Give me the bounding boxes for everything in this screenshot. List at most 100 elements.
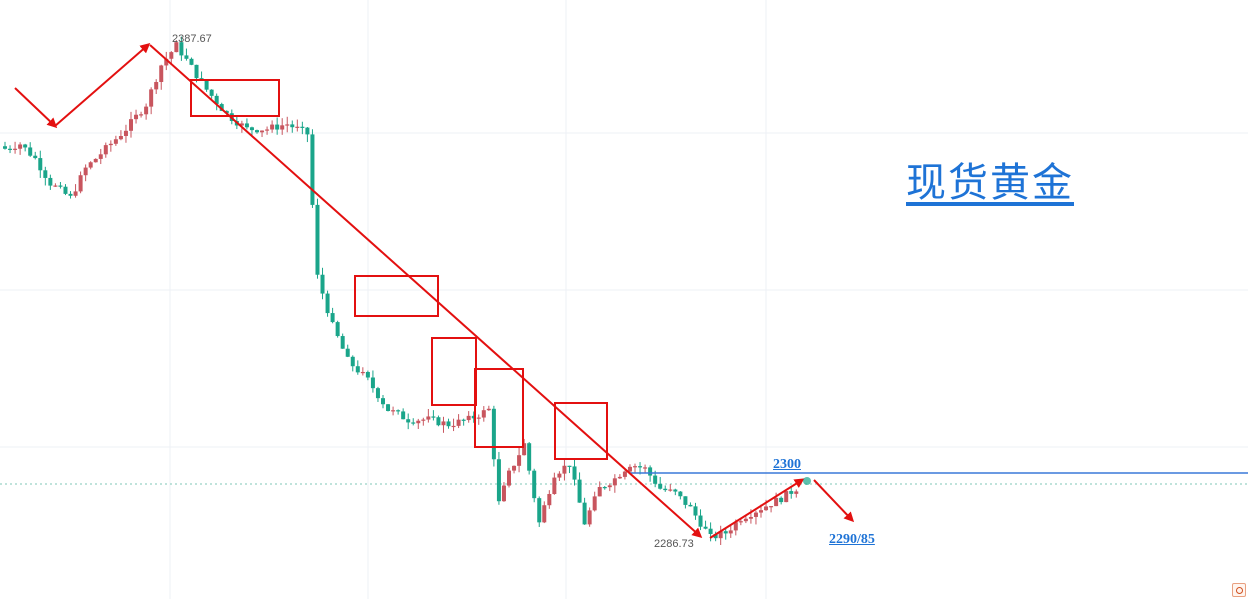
resistance-level-label[interactable]: 2300 bbox=[773, 457, 801, 472]
candle-body bbox=[733, 522, 738, 531]
candle-body bbox=[582, 502, 587, 525]
candle-body bbox=[53, 185, 58, 187]
candle-body bbox=[507, 470, 511, 486]
candle-body bbox=[280, 125, 285, 130]
candle-body bbox=[340, 336, 345, 349]
candle-body bbox=[476, 417, 481, 419]
candle-body bbox=[668, 489, 673, 491]
candle-body bbox=[723, 531, 728, 534]
candle-body bbox=[764, 506, 769, 511]
candle-body bbox=[43, 170, 48, 178]
candle-body bbox=[154, 82, 159, 90]
candle-body bbox=[779, 497, 784, 503]
candle-body bbox=[753, 512, 758, 517]
candle-body bbox=[118, 136, 123, 140]
candle-body bbox=[774, 497, 779, 507]
consolidation-box bbox=[554, 402, 608, 460]
candle-body bbox=[73, 191, 78, 196]
candle-body bbox=[355, 366, 360, 373]
target-level-label[interactable]: 2290/85 bbox=[829, 532, 875, 547]
candle-body bbox=[627, 466, 632, 472]
consolidation-box bbox=[354, 275, 439, 317]
candle-body bbox=[784, 491, 789, 503]
candle-body bbox=[360, 371, 365, 374]
candle-body bbox=[794, 491, 799, 494]
candle-body bbox=[446, 421, 451, 427]
candle-body bbox=[501, 485, 506, 502]
candle-body bbox=[78, 175, 83, 192]
candle-body bbox=[179, 42, 184, 56]
candle-body bbox=[98, 154, 103, 159]
candle-body bbox=[451, 425, 456, 428]
candle-body bbox=[113, 139, 118, 144]
candle-body bbox=[491, 408, 496, 460]
candle-body bbox=[375, 388, 380, 399]
candle-body bbox=[713, 533, 718, 539]
candle-body bbox=[169, 52, 174, 59]
candle-body bbox=[239, 123, 244, 126]
candle-body bbox=[184, 55, 189, 59]
candle-body bbox=[542, 505, 547, 523]
candle-body bbox=[471, 415, 476, 419]
candle-body bbox=[562, 465, 567, 474]
candle-body bbox=[592, 496, 597, 511]
candle-body bbox=[260, 130, 265, 133]
candle-body bbox=[748, 516, 753, 519]
candle-body bbox=[703, 526, 708, 529]
candle-body bbox=[512, 465, 517, 471]
candle-body bbox=[537, 498, 542, 523]
candle-body bbox=[678, 491, 683, 497]
candle-body bbox=[255, 130, 259, 133]
candle-body bbox=[144, 106, 149, 115]
candle-body bbox=[769, 506, 774, 508]
settings-icon[interactable] bbox=[1232, 583, 1246, 597]
current-price-dot bbox=[803, 477, 811, 485]
candle-body bbox=[466, 415, 471, 421]
candle-body bbox=[310, 134, 315, 205]
candle-body bbox=[249, 127, 254, 131]
candle-body bbox=[693, 506, 698, 516]
candles-layer bbox=[3, 36, 799, 545]
candle-body bbox=[350, 356, 355, 367]
candle-body bbox=[421, 419, 426, 421]
candle-body bbox=[759, 510, 763, 513]
up-arrow bbox=[709, 478, 805, 539]
candle-body bbox=[426, 416, 431, 420]
chart-title: 现货黄金 bbox=[906, 160, 1074, 206]
candle-body bbox=[290, 124, 295, 128]
down-arrow bbox=[14, 87, 58, 129]
candle-body bbox=[381, 398, 385, 405]
candle-body bbox=[129, 119, 133, 131]
candle-body bbox=[461, 419, 466, 421]
candle-body bbox=[517, 455, 522, 466]
candle-body bbox=[370, 377, 375, 389]
candle-body bbox=[386, 404, 391, 411]
candle-body bbox=[275, 124, 280, 130]
candle-body bbox=[300, 126, 305, 128]
candle-body bbox=[456, 419, 461, 426]
candle-body bbox=[194, 64, 199, 79]
candle-body bbox=[738, 521, 743, 523]
candle-body bbox=[134, 114, 139, 120]
candle-body bbox=[335, 322, 340, 337]
candle-body bbox=[648, 467, 653, 476]
candle-body bbox=[607, 485, 612, 488]
candle-body bbox=[13, 148, 18, 150]
candle-body bbox=[270, 124, 275, 130]
candle-body bbox=[698, 515, 703, 527]
candle-body bbox=[325, 293, 330, 314]
candle-body bbox=[688, 504, 693, 507]
candle-body bbox=[330, 313, 335, 323]
candle-body bbox=[305, 127, 310, 135]
high-price-label: 2387.67 bbox=[172, 33, 212, 45]
candle-body bbox=[683, 496, 688, 505]
candle-body bbox=[23, 144, 28, 148]
candle-body bbox=[93, 158, 98, 163]
candle-body bbox=[743, 518, 748, 522]
candle-body bbox=[436, 417, 441, 426]
candle-body bbox=[638, 466, 643, 468]
candle-body bbox=[265, 129, 270, 131]
candle-body bbox=[633, 466, 637, 468]
